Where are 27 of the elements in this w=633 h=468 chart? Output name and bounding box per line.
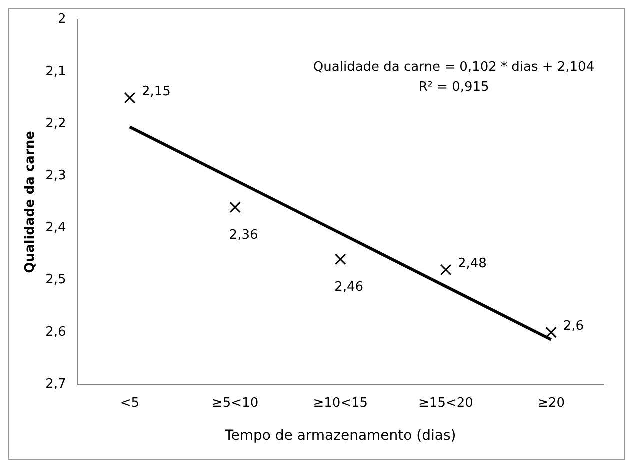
y-tick-label: 2,5 — [46, 272, 66, 288]
point — [124, 92, 136, 104]
x-tick-label: ≥5<10 — [212, 396, 259, 411]
x-tick-label: ≥10<15 — [313, 396, 368, 411]
y-tick-label: 2,4 — [46, 220, 66, 236]
x-tick-label: ≥20 — [538, 396, 566, 411]
x-tick-label: ≥15<20 — [418, 396, 474, 411]
y-tick-label: 2,7 — [46, 376, 66, 392]
point — [440, 264, 452, 276]
point — [546, 326, 558, 338]
x-tick-label: <5 — [120, 396, 140, 411]
annotation: R² = 0,915 — [418, 80, 490, 96]
data-label: 2,46 — [334, 280, 364, 295]
y-tick-label: 2,3 — [46, 168, 66, 184]
y-tick-label: 2,2 — [46, 116, 66, 132]
x-axis-title: Tempo de armazenamento (dias) — [224, 428, 456, 444]
y-axis-title: Qualidade da carne — [23, 130, 38, 274]
data-label: 2,36 — [229, 228, 258, 243]
y-tick-label: 2 — [58, 12, 66, 28]
point — [230, 202, 241, 214]
data-label: 2,15 — [142, 84, 171, 100]
data-label: 2,6 — [563, 318, 584, 334]
y-tick-label: 2,6 — [46, 324, 66, 340]
data-label: 2,48 — [458, 256, 487, 272]
point — [334, 254, 346, 266]
annotation: Qualidade da carne = 0,102 * dias + 2,104 — [313, 60, 595, 76]
y-tick-label: 2,1 — [46, 64, 66, 80]
